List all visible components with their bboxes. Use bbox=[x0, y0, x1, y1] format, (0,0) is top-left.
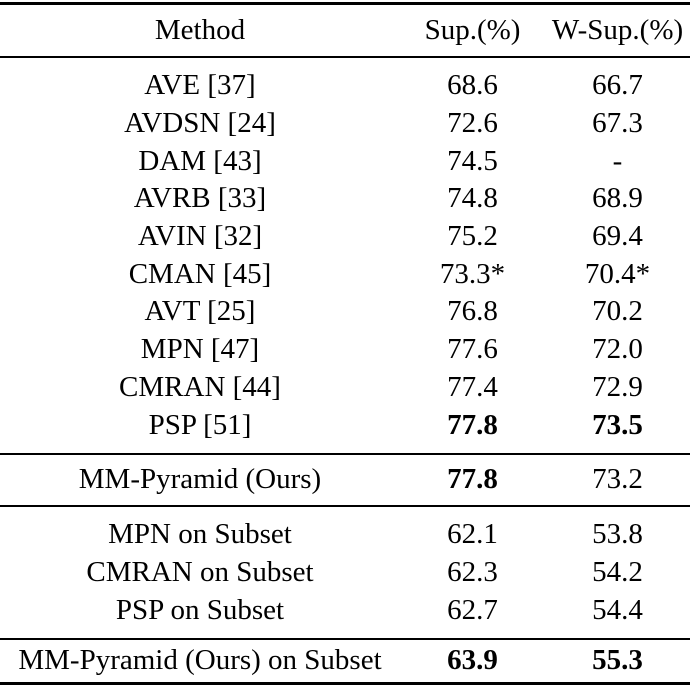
wsup-cell: 73.2 bbox=[592, 463, 643, 496]
wsup-cell: 55.3 bbox=[592, 644, 643, 677]
sup-cell: 72.6 bbox=[447, 107, 498, 140]
method-cell: MM-Pyramid (Ours) bbox=[78, 463, 322, 496]
col-header-wsup: W-Sup.(%) bbox=[551, 14, 684, 46]
main-methods-section: AVE [37] 68.6 66.7 AVDSN [24] 72.6 67.3 … bbox=[0, 58, 690, 453]
method-cell: DAM [43] bbox=[138, 144, 262, 177]
ours-section: MM-Pyramid (Ours) 77.8 73.2 bbox=[0, 455, 690, 505]
method-cell: AVE [37] bbox=[144, 69, 256, 102]
wsup-cell: 73.5 bbox=[592, 408, 643, 441]
section-rule-2 bbox=[0, 504, 690, 507]
method-cell: AVT [25] bbox=[144, 295, 256, 328]
sup-cell: 77.8 bbox=[447, 408, 498, 441]
wsup-cell: - bbox=[612, 144, 623, 177]
row-avt-25: AVT [25] 76.8 70.2 bbox=[0, 293, 690, 331]
header-rule bbox=[0, 56, 690, 58]
sup-cell: 76.8 bbox=[447, 295, 498, 328]
row-avdsn-24: AVDSN [24] 72.6 67.3 bbox=[0, 105, 690, 143]
method-cell: PSP [51] bbox=[148, 408, 252, 441]
method-cell: AVDSN [24] bbox=[124, 107, 276, 140]
section-rule-3 bbox=[0, 637, 690, 640]
wsup-cell: 53.8 bbox=[592, 518, 643, 551]
method-cell: MPN on Subset bbox=[108, 518, 292, 551]
wsup-cell: 54.2 bbox=[592, 555, 643, 588]
row-cman-45: CMAN [45] 73.3* 70.4* bbox=[0, 255, 690, 293]
top-rule bbox=[0, 2, 690, 5]
wsup-cell: 70.2 bbox=[592, 295, 643, 328]
wsup-cell: 54.4 bbox=[592, 593, 643, 626]
sup-cell: 63.9 bbox=[447, 644, 498, 677]
wsup-cell: 72.9 bbox=[592, 370, 643, 403]
method-cell: AVRB [33] bbox=[133, 182, 267, 215]
row-mpn-47: MPN [47] 77.6 72.0 bbox=[0, 331, 690, 369]
sup-cell: 75.2 bbox=[447, 220, 498, 253]
method-cell: AVIN [32] bbox=[137, 220, 263, 253]
row-mm-pyramid-ours-subset: MM-Pyramid (Ours) on Subset 63.9 55.3 bbox=[0, 640, 690, 682]
wsup-cell: 69.4 bbox=[592, 220, 643, 253]
bottom-rule bbox=[0, 681, 690, 685]
row-psp-subset: PSP on Subset 62.7 54.4 bbox=[0, 591, 690, 629]
row-cmran-44: CMRAN [44] 77.4 72.9 bbox=[0, 369, 690, 407]
ours-subset-section: MM-Pyramid (Ours) on Subset 63.9 55.3 bbox=[0, 640, 690, 682]
row-dam-43: DAM [43] 74.5 - bbox=[0, 142, 690, 180]
row-psp-51: PSP [51] 77.8 73.5 bbox=[0, 406, 690, 444]
subset-section: MPN on Subset 62.1 53.8 CMRAN on Subset … bbox=[0, 507, 690, 638]
row-avrb-33: AVRB [33] 74.8 68.9 bbox=[0, 180, 690, 218]
method-cell: MPN [47] bbox=[140, 333, 260, 366]
row-cmran-subset: CMRAN on Subset 62.3 54.2 bbox=[0, 554, 690, 592]
wsup-cell: 72.0 bbox=[592, 333, 643, 366]
method-cell: CMAN [45] bbox=[128, 257, 272, 290]
header-row: Method Sup.(%) W-Sup.(%) bbox=[0, 5, 690, 56]
row-mpn-subset: MPN on Subset 62.1 53.8 bbox=[0, 516, 690, 554]
method-cell: PSP on Subset bbox=[115, 593, 285, 626]
sup-cell: 77.4 bbox=[447, 370, 498, 403]
method-cell: CMRAN [44] bbox=[119, 370, 281, 403]
method-cell: CMRAN on Subset bbox=[86, 555, 314, 588]
wsup-cell: 70.4* bbox=[584, 257, 651, 290]
sup-cell: 77.8 bbox=[447, 463, 498, 496]
method-cell: MM-Pyramid (Ours) on Subset bbox=[18, 644, 382, 677]
wsup-cell: 66.7 bbox=[592, 69, 643, 102]
wsup-cell: 68.9 bbox=[592, 182, 643, 215]
sup-cell: 74.8 bbox=[447, 182, 498, 215]
row-avin-32: AVIN [32] 75.2 69.4 bbox=[0, 218, 690, 256]
sup-cell: 73.3* bbox=[439, 257, 506, 290]
sup-cell: 74.5 bbox=[447, 144, 498, 177]
row-mm-pyramid-ours: MM-Pyramid (Ours) 77.8 73.2 bbox=[0, 455, 690, 505]
wsup-cell: 67.3 bbox=[592, 107, 643, 140]
sup-cell: 68.6 bbox=[447, 69, 498, 102]
sup-cell: 62.1 bbox=[447, 518, 498, 551]
section-rule-1 bbox=[0, 452, 690, 455]
col-header-method: Method bbox=[154, 14, 246, 46]
row-ave-37: AVE [37] 68.6 66.7 bbox=[0, 67, 690, 105]
sup-cell: 77.6 bbox=[447, 333, 498, 366]
sup-cell: 62.3 bbox=[447, 555, 498, 588]
sup-cell: 62.7 bbox=[447, 593, 498, 626]
col-header-sup: Sup.(%) bbox=[424, 14, 521, 46]
